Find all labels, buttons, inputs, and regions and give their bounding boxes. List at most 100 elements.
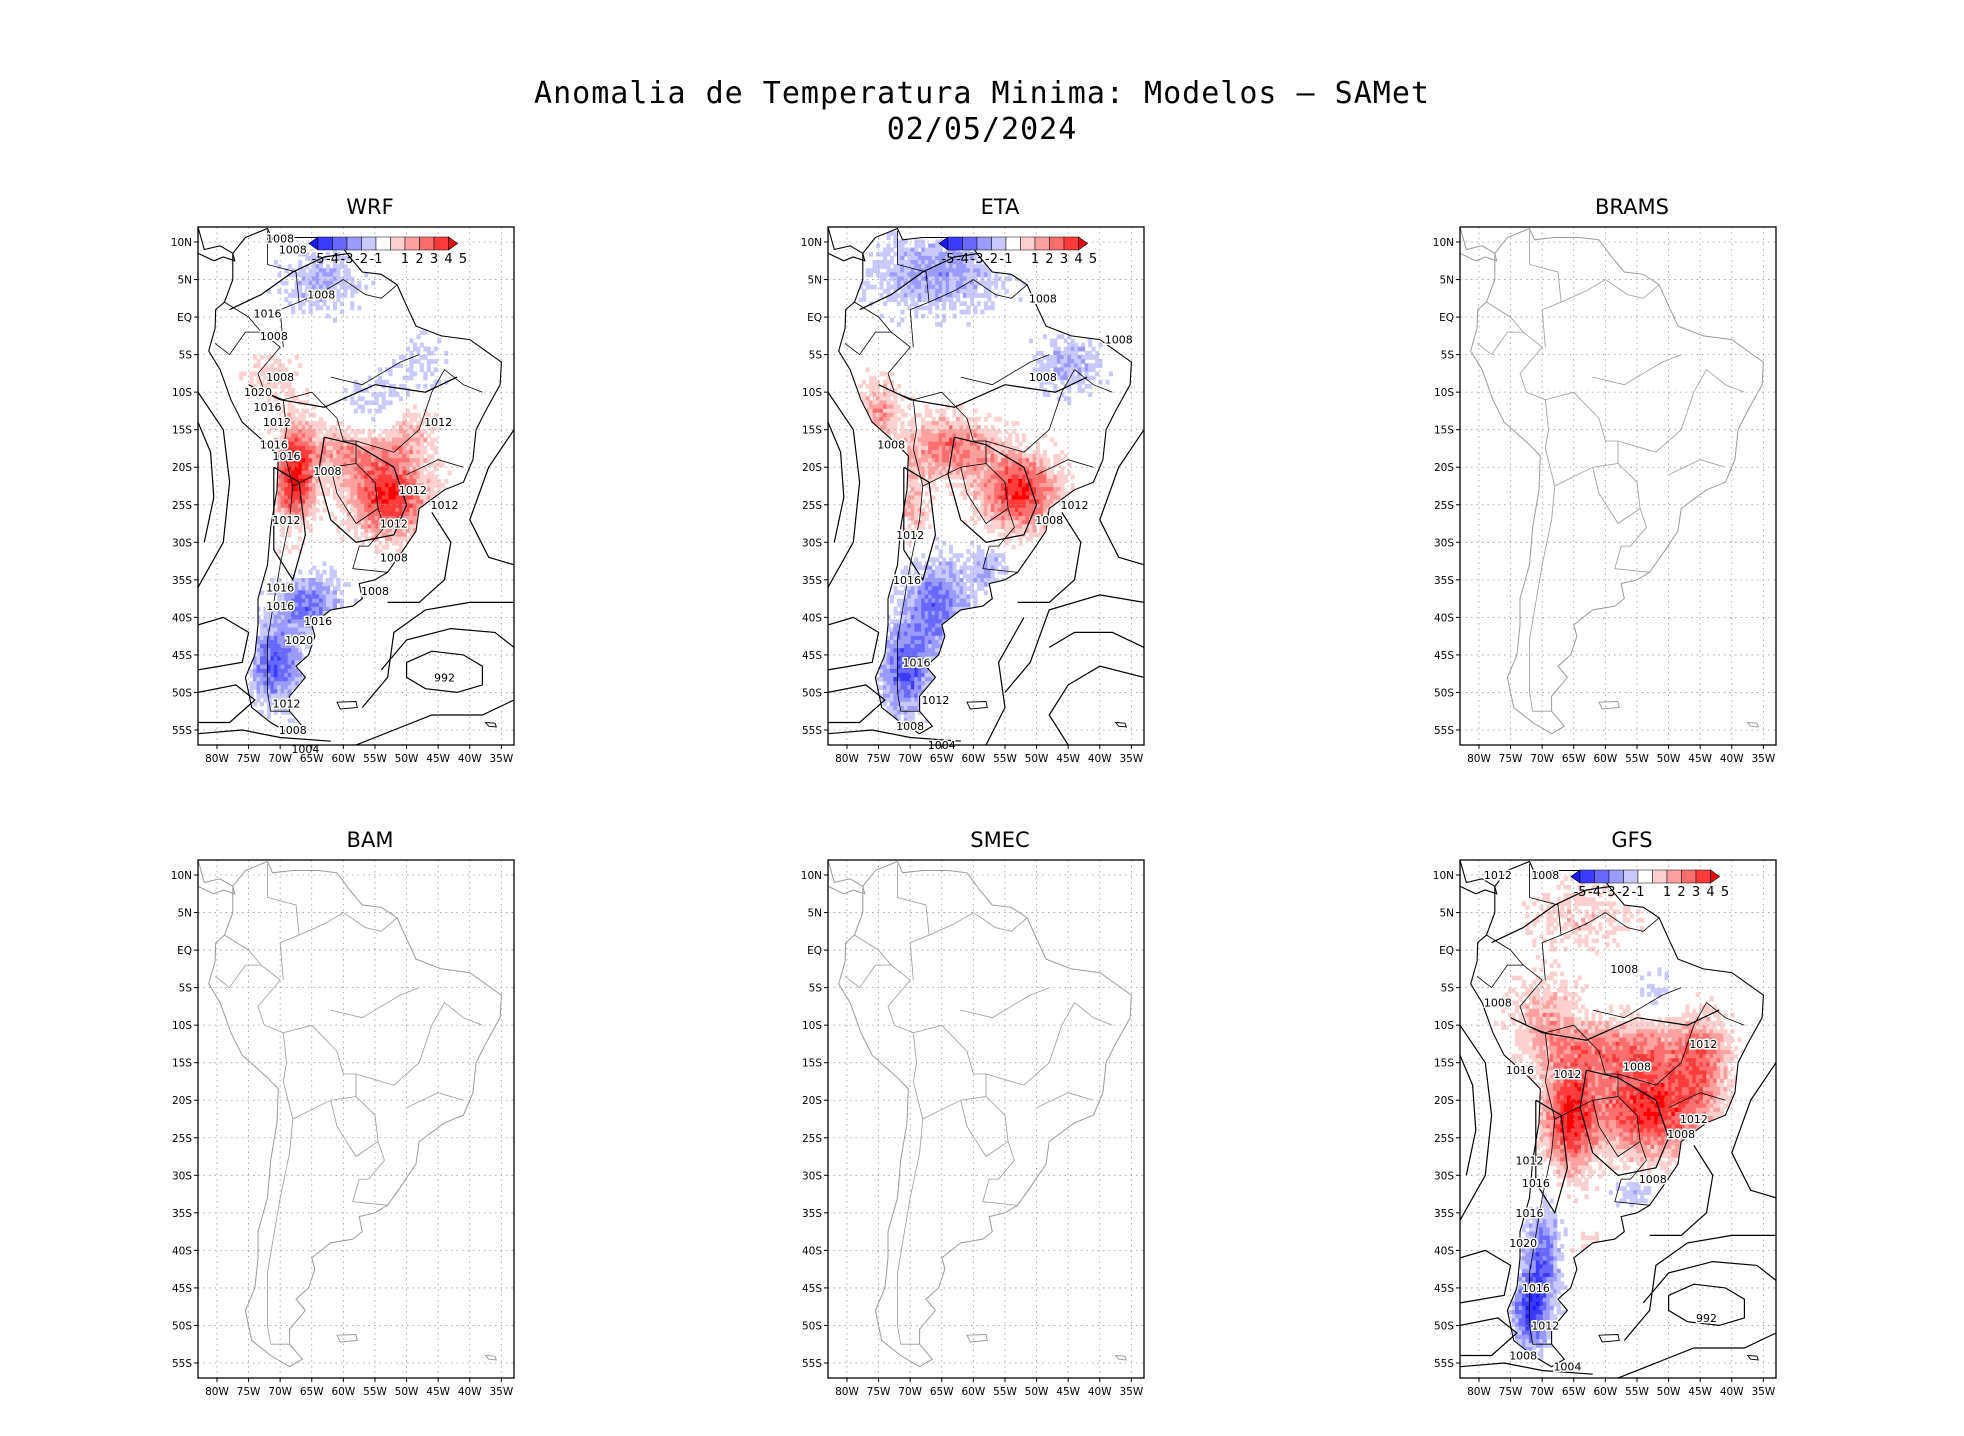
country-border [406,1092,464,1109]
isobar-label: 1016 [1516,1207,1544,1220]
colorbar-swatch [1623,869,1639,884]
isobar-label: 1012 [1484,869,1512,882]
isobar-label: 1008 [1029,292,1057,305]
lat-tick-label: EQ [177,945,192,957]
country-border [267,1118,294,1345]
country-border [985,368,1113,453]
isobar-line [1668,1283,1745,1327]
isobar-label: 1008 [314,465,342,478]
colorbar-swatch [1681,869,1697,884]
isobar-line [1017,511,1082,603]
lon-tick-label: 80W [835,1386,859,1398]
lon-tick-label: 50W [395,753,419,765]
colorbar-swatch [991,236,1007,251]
lon-tick-label: 70W [1530,753,1554,765]
isobar-label: 1008 [307,289,335,302]
isobar-line [406,650,483,694]
isobar-line [229,252,350,311]
lon-tick-label: 60W [961,753,985,765]
isobar-label: 1012 [380,518,408,531]
isobar-label: 1012 [1680,1113,1708,1126]
country-border [355,1001,483,1086]
isobar-label: 1008 [1623,1060,1651,1073]
isobar-line [1617,1332,1776,1378]
lat-tick-label: 40S [172,1245,192,1257]
lat-tick-label: 20S [1434,462,1454,474]
lon-tick-label: 60W [1593,753,1617,765]
isobar-line [1099,429,1144,566]
map-panel-wrf: WRF 1008 1008 1008 1016 1008 1008 1020 1016 1012 1… [170,195,570,795]
lat-tick-label: 15S [802,1058,822,1070]
lat-tick-label: EQ [177,312,192,324]
lon-tick-label: 80W [205,753,229,765]
colorbar-swatch [419,236,435,251]
lon-tick-label: 55W [1625,753,1649,765]
map-svg: 1008 1008 1008 1008 1012 1008 1012 1016 1016 1012… [801,226,1145,765]
colorbar-swatch [976,236,992,251]
isobar-line [985,617,1025,745]
country-border [897,485,924,712]
colorbar-label: 1 [1663,885,1671,900]
map-frame [827,226,1145,746]
isobar-label: 1008 [266,371,294,384]
isobar-line [1460,1024,1493,1221]
lon-tick-label: 75W [237,1386,261,1398]
country-border [330,1096,379,1158]
isobar-line [198,391,231,588]
panel-title: SMEC [970,828,1030,852]
map-svg: 80W 75W 70W 65W 60W 55W 50W 45W 40W 35W 10N 5N EQ 5S 1… [171,859,515,1398]
isobar-line [355,699,514,745]
lat-tick-label: 30S [1434,1170,1454,1182]
lat-tick-label: 10S [802,387,822,399]
lon-tick-label: 35W [489,1386,513,1398]
lat-tick-label: 40S [172,612,192,624]
isobar-label: 1008 [1105,334,1133,347]
isobar-label: 1016 [1506,1064,1534,1077]
isobar-label: 992 [1696,1312,1717,1325]
lat-tick-label: 15S [802,425,822,437]
lon-tick-label: 55W [993,1386,1017,1398]
colorbar-label: -5 [312,252,325,267]
lat-tick-label: 5S [179,350,193,362]
country-border [1617,1001,1745,1086]
colorbar-swatch [1005,236,1021,251]
isobar-line [1642,1260,1776,1304]
colorbar-swatch [317,236,333,251]
colorbar-label: 3 [430,252,438,267]
lon-tick-label: 70W [898,753,922,765]
lon-tick-label: 40W [1088,1386,1112,1398]
lat-tick-label: 45S [172,1283,192,1295]
isobar-line [198,729,331,742]
isobar-line [1048,665,1144,745]
lat-tick-label: 20S [172,462,192,474]
isobar-line [1579,1069,1670,1176]
lat-tick-label: 10S [802,1020,822,1032]
isobar-label: 1016 [1522,1282,1550,1295]
map-panel-eta: ETA 1008 1008 1008 1008 1012 1008 1012 1016 1016 1… [800,195,1200,795]
map-frame [197,226,515,746]
isobar-line [387,511,452,603]
map-panel-bam: BAM 80W 75W 70W 65W 60W 55W 50W 45W 40W 35W 10N 5N EQ… [170,828,570,1428]
lat-tick-label: 40S [802,612,822,624]
colorbar-label: 4 [1074,252,1082,267]
country-border [267,485,294,712]
colorbar-swatch [947,236,963,251]
lat-tick-label: EQ [1439,945,1454,957]
colorbar-label: -1 [1632,885,1645,900]
map-svg: 1008100810081016100810081020101610121016… [171,226,515,765]
isobar-label: 1020 [244,386,272,399]
isobar-label: 1012 [896,529,924,542]
lat-tick-label: 55S [1434,1358,1454,1370]
colorbar-label: -2 [985,252,998,267]
country-border [1592,1096,1641,1158]
colorbar-swatch [1034,236,1050,251]
lat-tick-label: 10N [801,870,822,882]
isobar-label: 1008 [279,724,307,737]
lat-tick-label: 5N [177,908,192,920]
lon-tick-label: 80W [1467,1386,1491,1398]
lon-tick-label: 50W [1657,753,1681,765]
country-border [1544,391,1619,487]
lon-tick-label: 35W [489,753,513,765]
isobar-line [1048,631,1144,648]
coastline [838,860,1132,1368]
